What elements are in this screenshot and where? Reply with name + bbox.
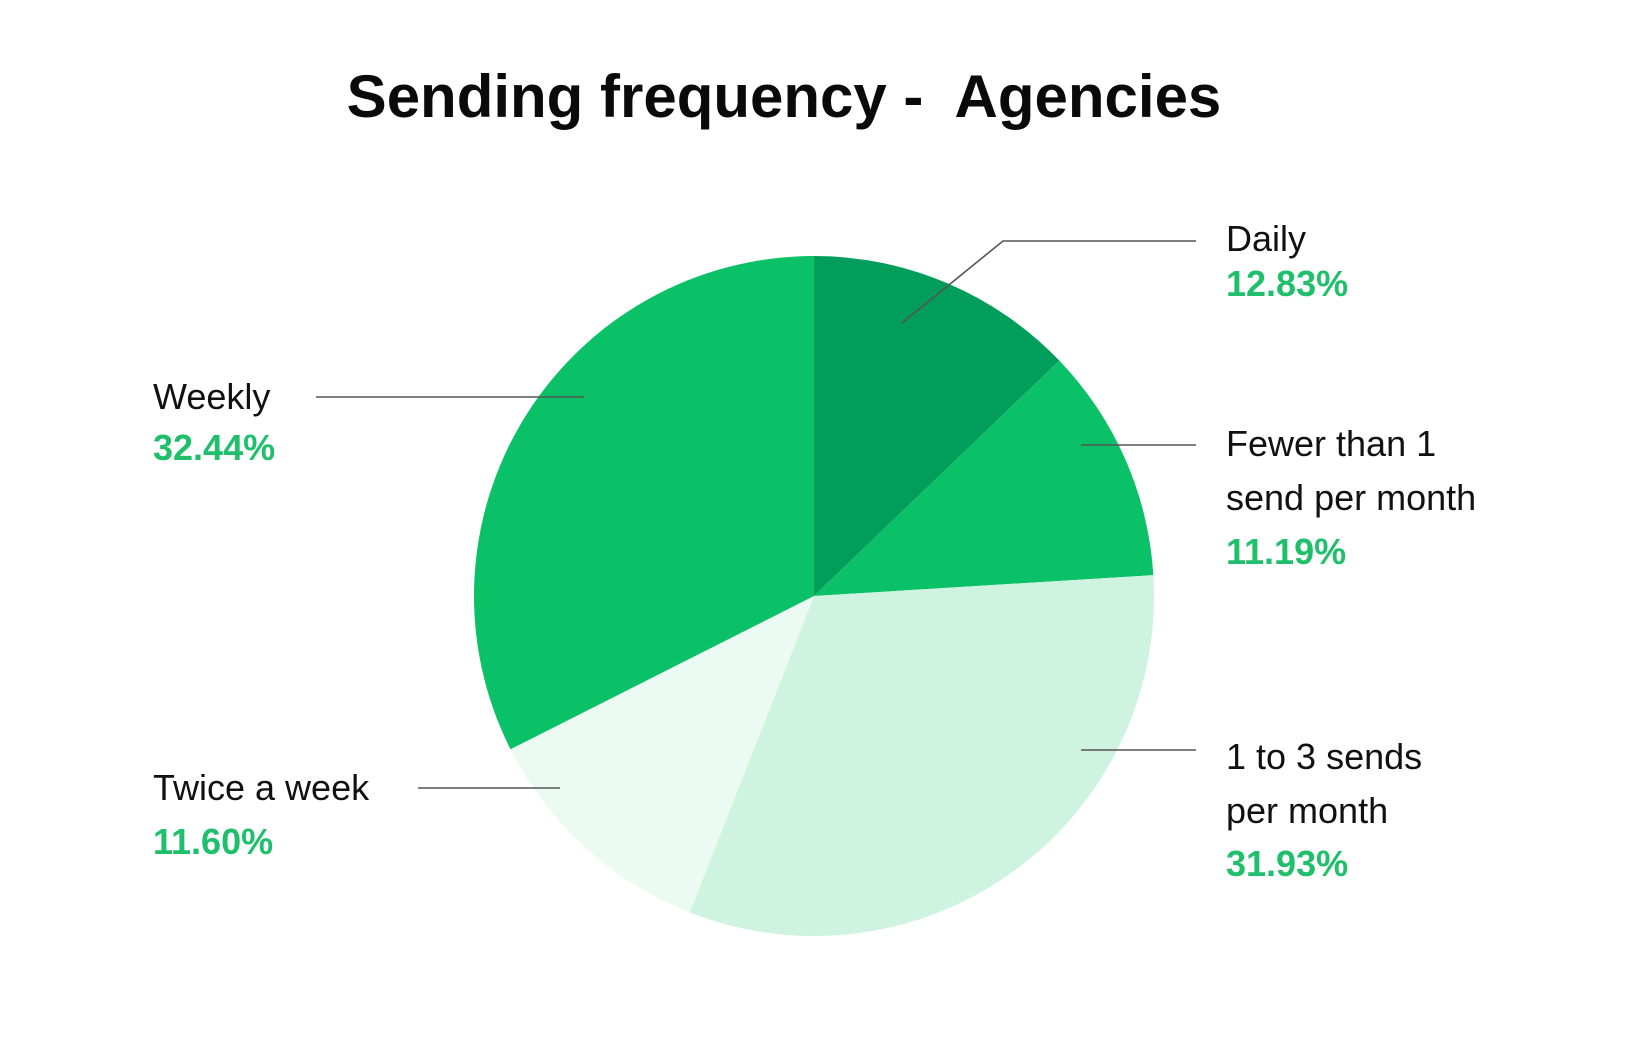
chart-title: Sending frequency - Agencies	[346, 63, 1222, 130]
percent-twice: 11.60%	[153, 821, 274, 862]
label-daily: Daily	[1226, 218, 1307, 259]
leader-lines	[316, 240, 1196, 789]
percent-daily: 12.83%	[1226, 263, 1349, 304]
pie-slice-1-to-3-sends-per-month	[689, 575, 1155, 936]
percent-one-to-three: 31.93%	[1226, 843, 1349, 884]
label-one-to-three-line2: per month	[1226, 790, 1389, 831]
pie-slice-weekly	[473, 256, 814, 750]
label-weekly: Weekly	[153, 376, 271, 417]
percent-weekly: 32.44%	[153, 427, 276, 468]
pie-slices	[473, 256, 1155, 936]
pie-slice-twice-a-week	[510, 596, 814, 913]
label-fewer-line1: Fewer than 1	[1226, 423, 1437, 464]
label-twice: Twice a week	[153, 767, 370, 808]
leader-line-daily	[901, 240, 1196, 324]
label-one-to-three-line1: 1 to 3 sends	[1226, 736, 1423, 777]
percent-fewer: 11.19%	[1226, 531, 1347, 572]
label-fewer-line2: send per month	[1226, 477, 1477, 518]
pie-slice-daily	[814, 256, 1060, 596]
pie-slice-fewer-than-1-send-per-month	[814, 360, 1154, 596]
